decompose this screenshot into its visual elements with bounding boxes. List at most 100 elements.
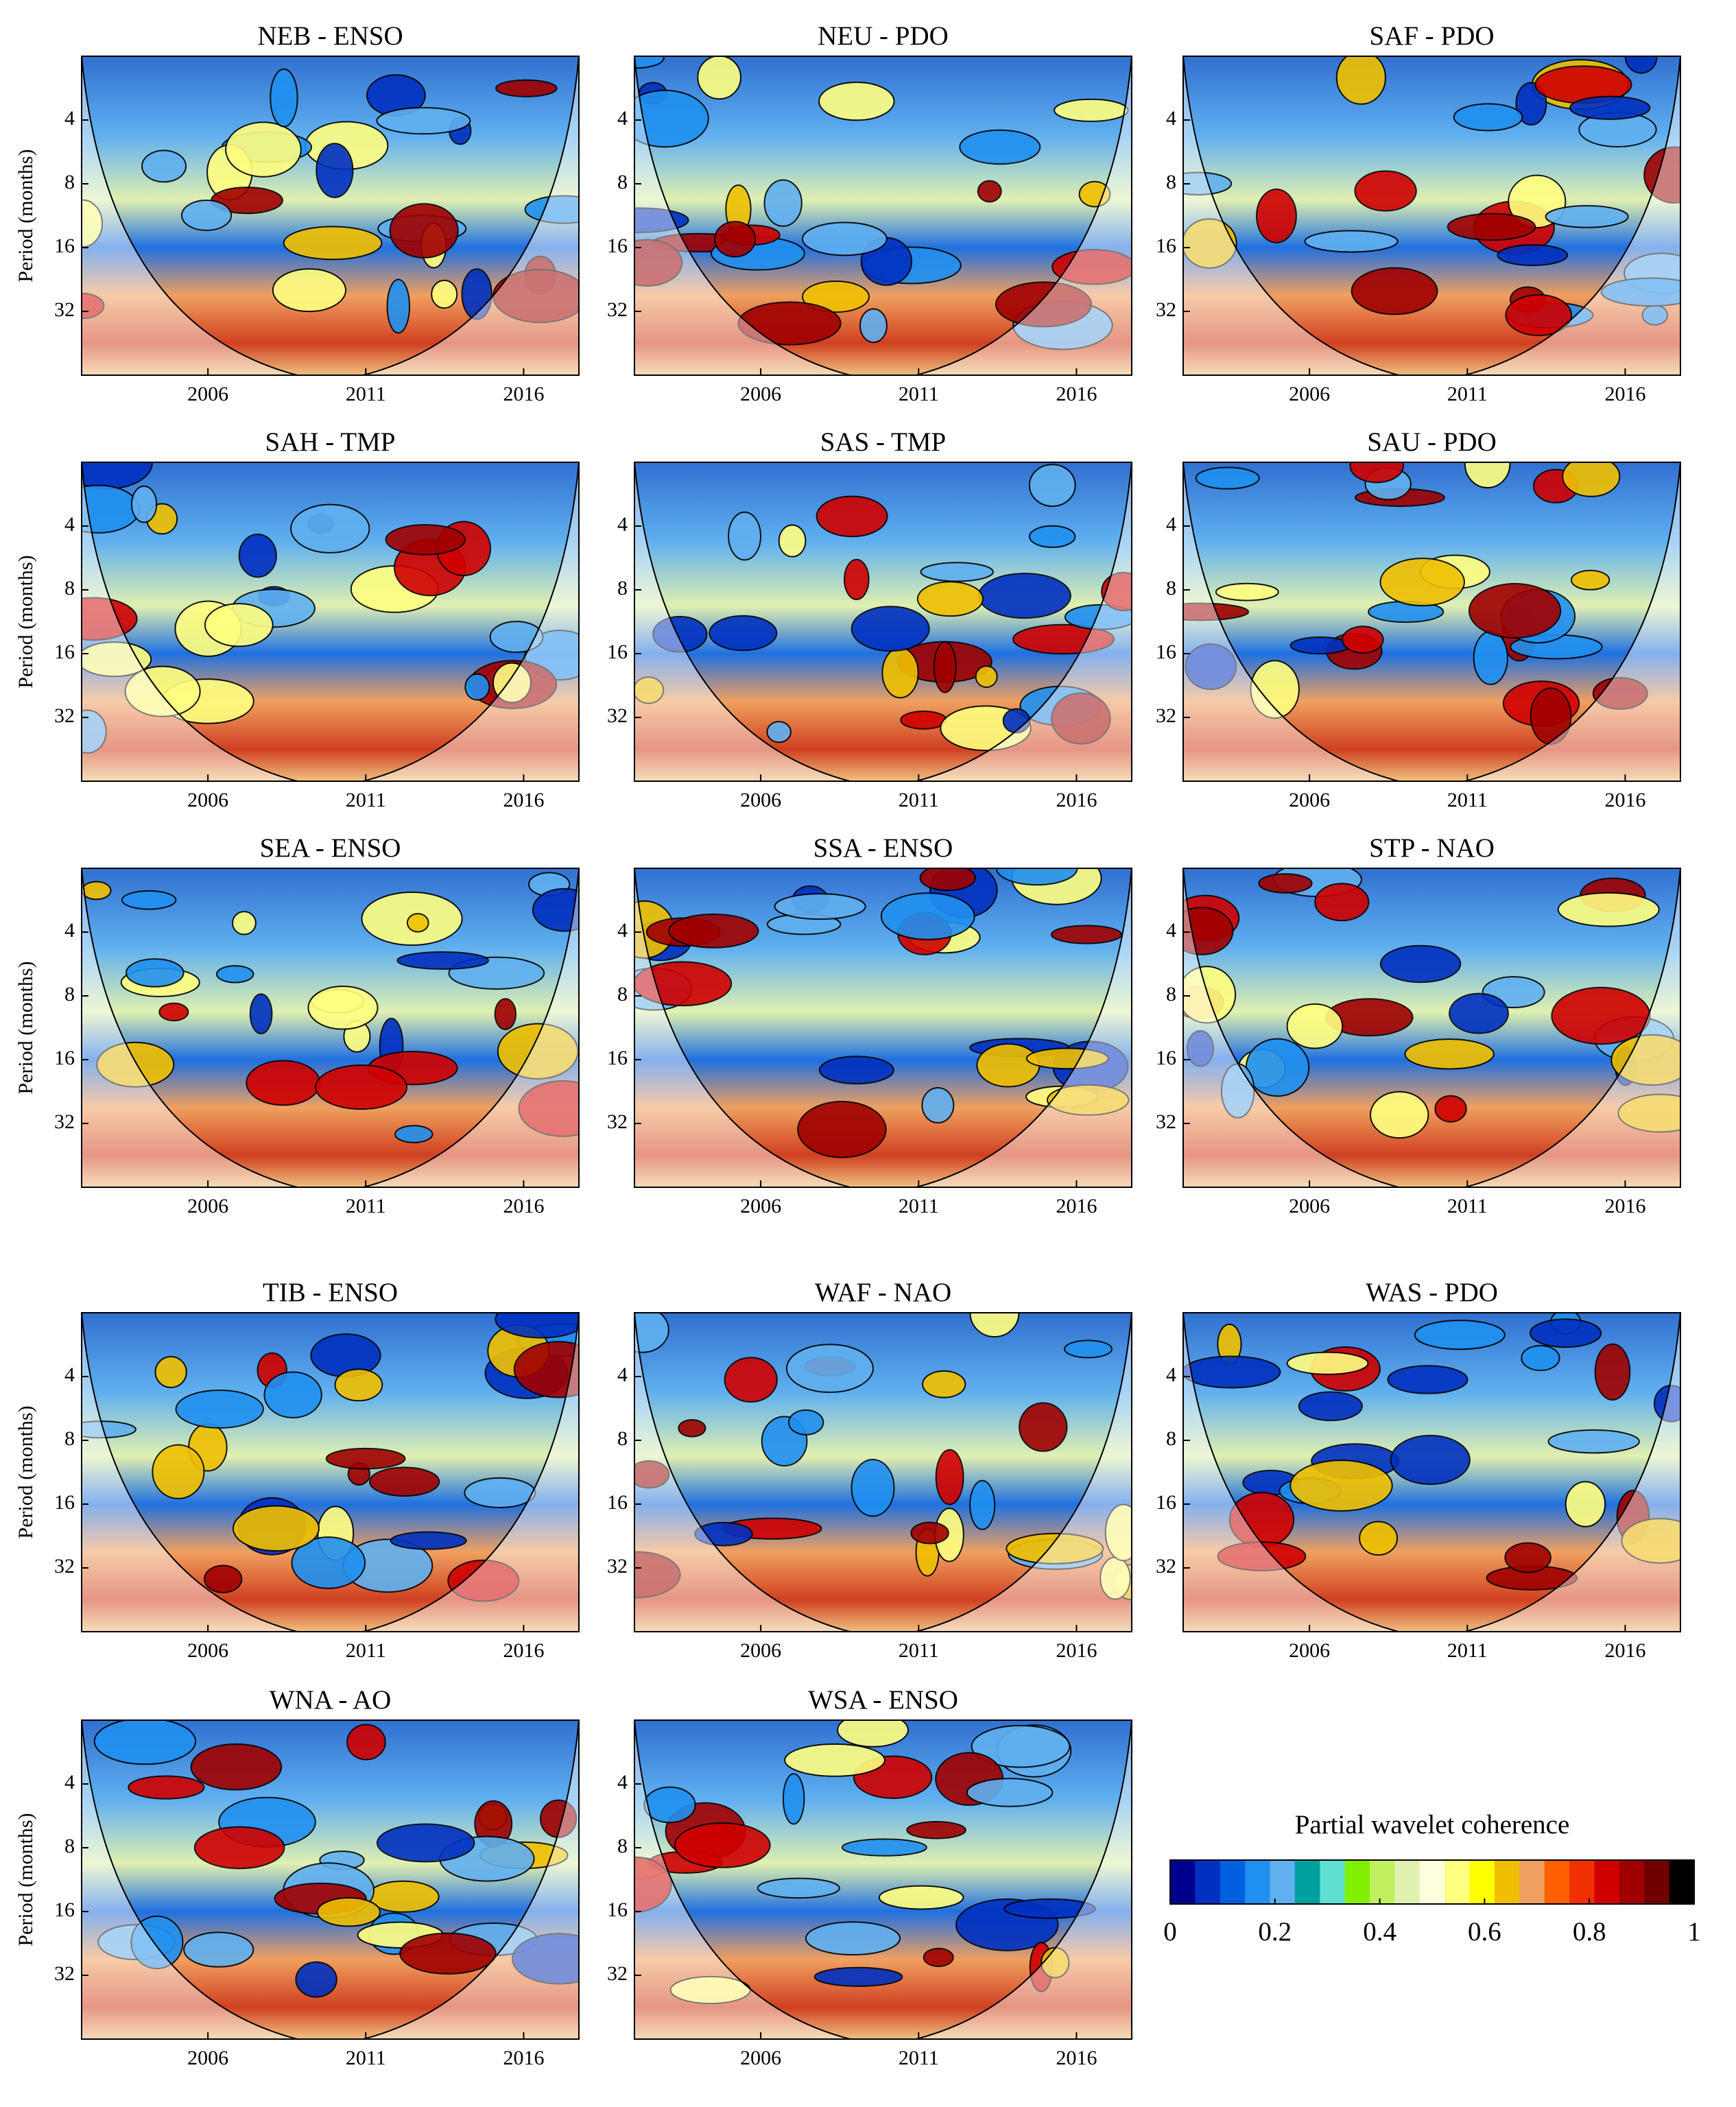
panel-title: TIB - ENSO bbox=[263, 1278, 398, 1307]
coherence-blob bbox=[431, 279, 458, 309]
coherence-blob bbox=[920, 562, 994, 582]
coi-shade bbox=[82, 462, 579, 781]
colorbar-swatch bbox=[1594, 1860, 1620, 1904]
coherence-blob bbox=[678, 1419, 706, 1438]
x-tick-label: 2011 bbox=[346, 2047, 386, 2069]
coherence-blob bbox=[1468, 583, 1562, 639]
y-tick-label: 32 bbox=[607, 298, 628, 321]
panel: NEU - PDO 2006 2011 2016 4 8 16 32 bbox=[607, 21, 1132, 405]
coherence-blob bbox=[1464, 462, 1511, 489]
coherence-blob bbox=[1653, 1385, 1680, 1422]
colorbar-swatch bbox=[1270, 1860, 1296, 1904]
y-tick-label: 16 bbox=[54, 1491, 75, 1514]
colorbar-tick-label: 1 bbox=[1687, 1917, 1701, 1947]
x-tick-label: 2011 bbox=[1447, 1195, 1488, 1217]
y-tick-label: 32 bbox=[607, 1110, 628, 1133]
heatmap bbox=[634, 462, 1132, 781]
coherence-blob bbox=[93, 1720, 197, 1765]
coherence-blob bbox=[910, 1521, 949, 1545]
plot-frame bbox=[634, 868, 1132, 1188]
heatmap bbox=[1183, 1313, 1680, 1632]
coherence-blob bbox=[295, 1961, 337, 1998]
coherence-blob bbox=[1183, 218, 1237, 269]
coherence-blob bbox=[249, 993, 273, 1034]
coherence-blob bbox=[802, 281, 870, 313]
y-tick-label: 4 bbox=[1166, 107, 1176, 130]
coi-shade bbox=[1183, 1313, 1680, 1632]
coherence-blob bbox=[447, 1559, 520, 1602]
panel-title: SEA - ENSO bbox=[260, 833, 401, 863]
x-tick-label: 2016 bbox=[503, 1195, 544, 1217]
coherence-blob bbox=[1298, 1391, 1363, 1421]
y-tick-label: 8 bbox=[1166, 577, 1176, 599]
coherence-blob bbox=[82, 597, 138, 641]
colorbar-swatch bbox=[1320, 1860, 1346, 1904]
coherence-blob bbox=[841, 1838, 927, 1857]
coherence-blob bbox=[1515, 82, 1547, 126]
y-tick-label: 8 bbox=[617, 577, 628, 599]
y-tick-label: 8 bbox=[64, 1427, 75, 1450]
colorbar-title: Partial wavelet coherence bbox=[1295, 1810, 1570, 1840]
coherence-blob bbox=[1250, 660, 1300, 719]
coherence-blob bbox=[461, 268, 492, 320]
coherence-blob bbox=[643, 1786, 696, 1824]
coherence-blob bbox=[518, 1080, 579, 1137]
coherence-blob bbox=[1569, 95, 1651, 120]
coherence-blob bbox=[464, 673, 490, 701]
x-tick-label: 2011 bbox=[346, 1195, 386, 1217]
coherence-blob bbox=[668, 913, 759, 949]
coherence-blob bbox=[1453, 103, 1523, 132]
coherence-blob bbox=[1594, 1343, 1631, 1401]
coherence-blob bbox=[1028, 525, 1076, 549]
colorbar-swatch bbox=[1544, 1860, 1570, 1904]
y-tick-label: 4 bbox=[64, 107, 75, 130]
x-tick-label: 2006 bbox=[187, 2047, 228, 2069]
coherence-blob bbox=[837, 1720, 909, 1748]
coherence-blob bbox=[694, 1521, 753, 1547]
coherence-blob bbox=[634, 239, 683, 287]
coherence-blob bbox=[1183, 171, 1233, 195]
panel: STP - NAO 2006 2011 2016 4 8 16 32 bbox=[1156, 833, 1681, 1217]
coherence-blob bbox=[1104, 1503, 1132, 1562]
coherence-blob bbox=[674, 1822, 771, 1868]
panel-title: NEB - ENSO bbox=[257, 21, 403, 51]
coherence-blob bbox=[1051, 692, 1111, 745]
coherence-blob bbox=[495, 79, 558, 97]
coherence-blob bbox=[1530, 687, 1572, 745]
y-tick-label: 16 bbox=[607, 235, 628, 257]
coherence-blob bbox=[1304, 230, 1399, 253]
coherence-blob bbox=[1054, 98, 1129, 122]
coherence-blob bbox=[782, 1773, 805, 1825]
coherence-blob bbox=[1473, 630, 1508, 685]
coherence-blob bbox=[784, 1743, 885, 1777]
coherence-blob bbox=[801, 222, 888, 257]
plot-frame bbox=[634, 1719, 1132, 2040]
coherence-blob bbox=[921, 1087, 955, 1124]
coherence-blob bbox=[851, 606, 930, 652]
coherence-blob bbox=[464, 1477, 536, 1508]
coherence-blob bbox=[158, 1002, 189, 1022]
coherence-blob bbox=[1050, 925, 1123, 944]
y-axis-label: Period (months) bbox=[14, 149, 37, 282]
coherence-blob bbox=[1404, 1038, 1495, 1070]
y-tick-label: 4 bbox=[617, 107, 628, 130]
x-tick-label: 2016 bbox=[1604, 789, 1645, 811]
coherence-blob bbox=[1185, 643, 1237, 691]
coherence-blob bbox=[399, 1932, 497, 1975]
plot-frame bbox=[634, 56, 1132, 376]
coherence-blob bbox=[797, 1100, 887, 1158]
cone-of-influence bbox=[82, 462, 579, 781]
coherence-blob bbox=[1217, 1541, 1307, 1571]
coherence-blob bbox=[396, 951, 490, 970]
coherence-blob bbox=[307, 986, 379, 1030]
y-tick-label: 8 bbox=[617, 983, 628, 1005]
coherence-blob bbox=[376, 1823, 475, 1863]
coherence-blob bbox=[193, 1826, 285, 1870]
coherence-blob bbox=[763, 179, 802, 227]
coherence-blob bbox=[1370, 1091, 1429, 1139]
coherence-blob bbox=[263, 1371, 322, 1418]
coherence-blob bbox=[232, 911, 257, 936]
x-tick-label: 2011 bbox=[346, 383, 386, 405]
coherence-blob bbox=[154, 1356, 187, 1388]
